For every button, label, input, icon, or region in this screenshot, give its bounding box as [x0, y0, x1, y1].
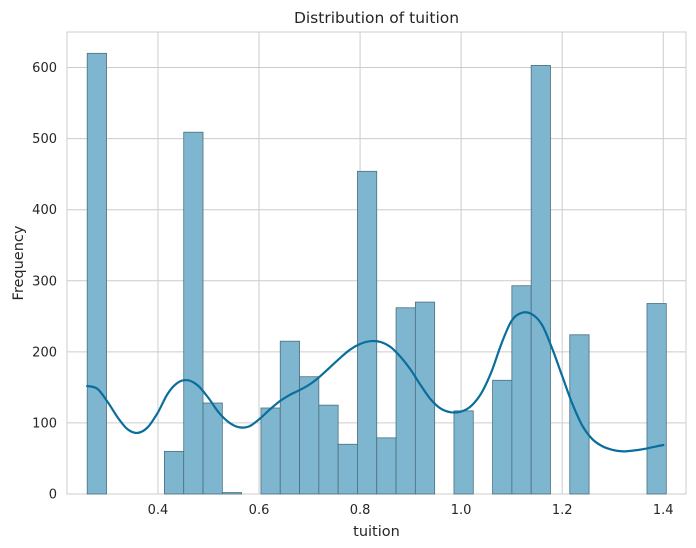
histogram-bar-9: [260, 407, 281, 495]
histogram-bar-23: [530, 65, 551, 495]
histogram-bar-5: [183, 131, 204, 495]
y-tick-label: 400: [32, 203, 57, 218]
histogram-bar-14: [357, 170, 378, 495]
histogram-bar-17: [414, 301, 436, 495]
y-tick-label: 100: [32, 416, 57, 431]
histogram-bar-10: [279, 340, 300, 495]
kde-curve: [86, 311, 665, 453]
histogram-bar-25: [569, 334, 590, 495]
chart-title: Distribution of tuition: [294, 9, 459, 27]
y-axis-label: Frequency: [11, 225, 27, 300]
histogram-bar-21: [492, 379, 513, 495]
y-tick-label: 200: [32, 345, 57, 360]
y-tick-label: 0: [49, 488, 57, 503]
x-tick-label: 0.4: [148, 503, 169, 518]
y-tick-label: 300: [32, 274, 57, 289]
histogram-bar-15: [376, 437, 397, 495]
histogram-bar-19: [453, 410, 474, 495]
histogram-bar-7: [221, 492, 243, 495]
histogram-bar-6: [202, 402, 223, 495]
x-tick-label: 0.8: [350, 503, 371, 518]
histogram-bar-13: [337, 443, 358, 495]
histogram-bar-12: [318, 404, 339, 495]
y-tick-label: 500: [32, 132, 57, 147]
y-tick-labels: 0 100 200 300 400 500 600: [32, 61, 57, 502]
histogram-bar-0: [86, 52, 107, 495]
y-tick-label: 600: [32, 61, 57, 76]
x-axis-label: tuition: [353, 524, 400, 540]
histogram-bar-16: [395, 307, 416, 495]
histogram-bar-11: [299, 376, 320, 495]
histogram-bar-4: [164, 450, 185, 495]
x-tick-label: 1.2: [552, 503, 573, 518]
x-tick-label: 1.0: [451, 503, 472, 518]
x-tick-labels: 0.4 0.6 0.8 1.0 1.2 1.4: [148, 503, 674, 518]
histogram-bar-29: [646, 303, 667, 495]
x-tick-label: 1.4: [653, 503, 674, 518]
x-tick-label: 0.6: [249, 503, 270, 518]
